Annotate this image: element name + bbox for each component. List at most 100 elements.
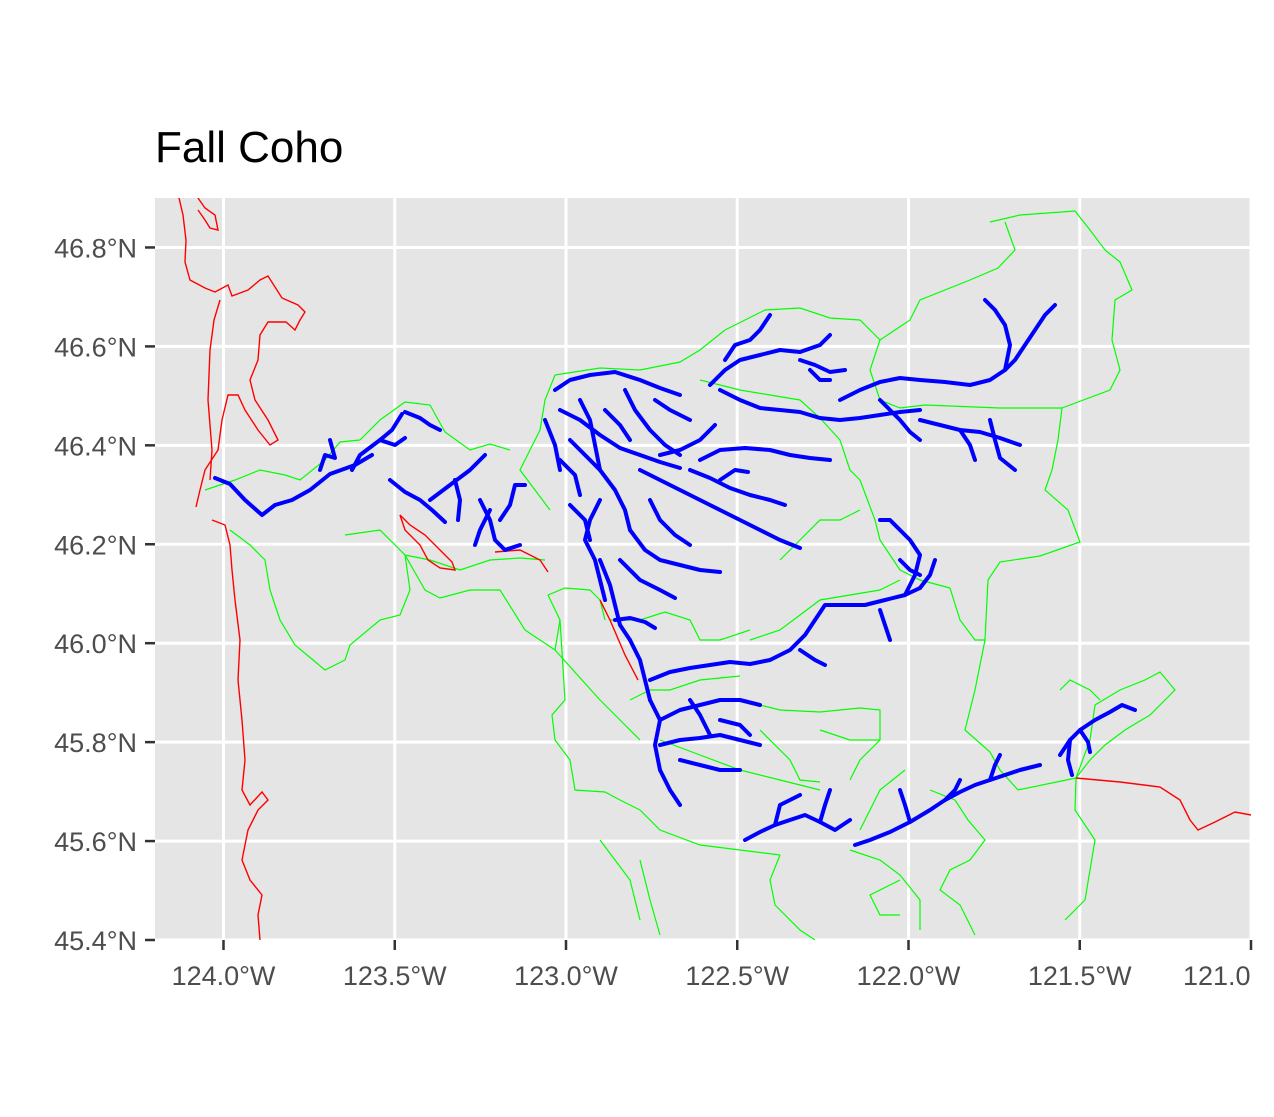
watershed-boundary	[749, 579, 901, 641]
coho-stream-reach	[988, 418, 1017, 472]
coho-stream-reach	[798, 648, 827, 667]
coastline	[399, 514, 457, 571]
watershed-boundary	[879, 221, 1016, 341]
coho-stream-reach	[878, 608, 892, 642]
coastline	[1075, 777, 1251, 831]
x-tick-label: 121.5°W	[1028, 961, 1132, 991]
coho-stream-reach	[213, 453, 374, 517]
watershed-boundary	[229, 529, 411, 671]
watershed-boundary	[599, 839, 641, 921]
coho-stream-reach	[943, 778, 962, 802]
watershed-boundary	[1075, 671, 1176, 779]
watershed-boundary	[639, 809, 781, 856]
x-tick-label: 123.5°W	[343, 961, 447, 991]
coho-stream-reach	[318, 438, 337, 472]
watershed-boundary	[344, 529, 561, 652]
y-tick-label: 45.6°N	[54, 827, 137, 857]
coho-stream-reach	[568, 438, 632, 532]
y-tick-label: 46.6°N	[54, 332, 137, 362]
coastline	[197, 198, 219, 231]
coastline	[211, 519, 269, 940]
watershed-boundary	[551, 619, 641, 811]
coho-stream-reach	[798, 358, 847, 374]
coho-stream-reach	[678, 758, 742, 772]
watershed-boundary	[204, 439, 361, 491]
coho-stream-reach	[473, 508, 492, 547]
x-tick-label: 122.5°W	[685, 961, 789, 991]
coho-stream-reach	[838, 303, 1057, 402]
watershed-boundary	[759, 729, 821, 783]
watershed-boundary	[869, 879, 901, 916]
watershed-boundary	[949, 587, 985, 641]
coho-stream-reach	[403, 410, 442, 432]
y-tick-label: 45.8°N	[54, 728, 137, 758]
coho-stream-reach	[878, 518, 922, 597]
coho-stream-reach	[543, 418, 562, 472]
coho-stream-reach	[983, 298, 1012, 372]
y-tick-label: 45.4°N	[54, 926, 137, 956]
coastline	[178, 198, 306, 508]
coho-stream-reach	[583, 498, 607, 602]
coho-stream-reach	[808, 368, 832, 382]
watershed-boundary	[359, 401, 511, 451]
watershed-boundary	[547, 587, 606, 621]
coho-stream-reach	[558, 458, 582, 497]
coho-stream-reach	[453, 478, 462, 522]
watershed-boundary	[629, 675, 741, 701]
coho-stream-reach	[388, 478, 447, 524]
coho-stream-reach	[1066, 738, 1074, 777]
y-tick-label: 46.0°N	[54, 629, 137, 659]
coho-stream-reach	[773, 793, 802, 827]
x-tick-label: 124.0°W	[172, 961, 276, 991]
watershed-boundary	[769, 854, 816, 940]
watershed-boundary	[739, 699, 881, 781]
coho-stream-reach	[1078, 728, 1092, 754]
y-tick-label: 46.4°N	[54, 431, 137, 461]
coho-stream-reach	[623, 388, 682, 457]
coho-stream-reach	[688, 468, 787, 507]
watershed-boundary	[849, 849, 921, 930]
watershed-boundary	[964, 210, 1133, 791]
coho-stream-reach	[628, 528, 722, 574]
watershed-boundary	[639, 859, 661, 936]
map-layers	[178, 198, 1251, 940]
coho-stream-reach	[958, 428, 977, 462]
watershed-boundary	[929, 789, 986, 936]
coho-stream-reach	[553, 370, 682, 397]
coho-stream-reach	[428, 453, 487, 502]
coho-stream-reach	[658, 423, 717, 457]
coho-stream-reach	[498, 483, 527, 522]
x-axis: 124.0°W 123.5°W 123.0°W 122.5°W 122.0°W 121.5…	[172, 940, 1253, 991]
coho-stream-reach	[653, 398, 692, 422]
coho-stream-reach	[618, 558, 677, 600]
coho-stream-reach	[918, 558, 937, 590]
y-axis: 45.4°N 45.6°N 45.8°N 46.0°N 46.2°N 46.4°N 46.6…	[54, 233, 155, 956]
watershed-boundary	[819, 729, 880, 741]
chart-title: Fall Coho	[155, 123, 343, 172]
coho-stream-reach	[778, 333, 832, 354]
coho-stream-reach	[723, 313, 772, 362]
coho-stream-reach	[603, 408, 632, 442]
coho-stream-reach	[688, 698, 712, 737]
watershed-boundary	[519, 374, 556, 511]
coastline	[207, 299, 221, 481]
watershed-boundary	[859, 769, 906, 831]
coho-stream-reach	[718, 718, 752, 737]
watershed-boundary	[554, 329, 726, 376]
coho-stream-reach	[718, 468, 750, 482]
coho-stream-reach	[568, 503, 592, 542]
y-tick-label: 46.2°N	[54, 530, 137, 560]
x-tick-label: 121.0	[1183, 961, 1251, 991]
coho-stream-reach	[658, 698, 762, 722]
watershed-boundary	[554, 649, 641, 741]
coho-stream-reach	[698, 446, 832, 462]
coho-stream-reach	[558, 408, 682, 470]
coho-stream-reach	[378, 436, 407, 447]
x-tick-label: 122.0°W	[857, 961, 961, 991]
coho-stream-reach	[628, 638, 652, 702]
coho-stream-reach	[648, 698, 682, 807]
coho-stream-reach	[743, 813, 852, 842]
watershed-boundary	[699, 379, 861, 481]
coho-stream-reach	[898, 788, 912, 824]
